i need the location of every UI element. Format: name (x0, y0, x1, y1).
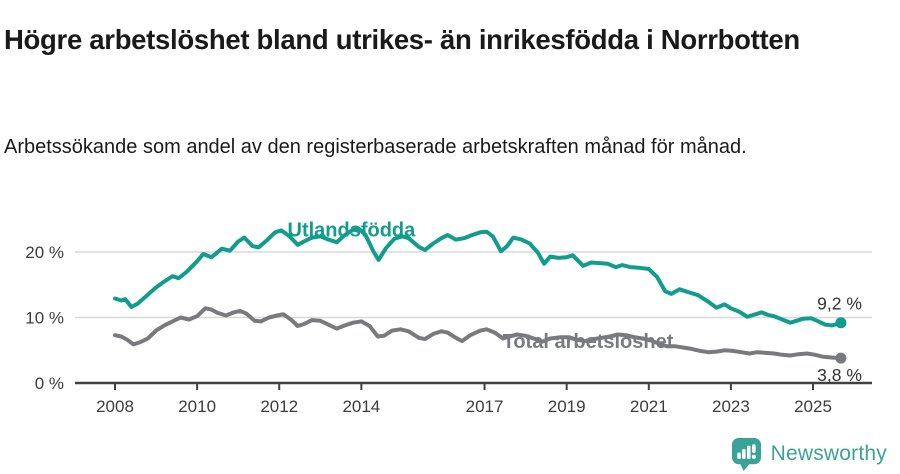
series-label-total: Total arbetslöshet (503, 331, 674, 353)
chart-subtitle: Arbetssökande som andel av den registerb… (4, 136, 747, 158)
y-axis-label-20: 20 % (25, 243, 64, 262)
series-label-utlandsfodda: Utlandsfödda (288, 219, 417, 241)
x-axis-label-2025: 2025 (794, 397, 832, 416)
page-title: Högre arbetslöshet bland utrikes- än inr… (4, 24, 800, 56)
x-axis-label-2023: 2023 (712, 397, 750, 416)
x-axis-label-2008: 2008 (96, 397, 134, 416)
series-line-utlandsfodda (113, 227, 843, 328)
newsworthy-speech-bubble-bar-chart-icon (731, 437, 761, 471)
y-axis-label-10: 10 % (25, 309, 64, 328)
y-axis-label-0: 0 % (35, 374, 64, 393)
x-axis-label-2012: 2012 (260, 397, 298, 416)
series-line-total (113, 306, 843, 361)
series-end-dot-total (835, 352, 847, 364)
series-end-dot-utlandsfodda (835, 317, 847, 329)
newsworthy-logo-text: Newsworthy (770, 442, 887, 465)
x-axis-label-2017: 2017 (466, 397, 504, 416)
x-axis-label-2019: 2019 (548, 397, 586, 416)
x-axis-label-2010: 2010 (178, 397, 216, 416)
x-axis-label-2021: 2021 (630, 397, 668, 416)
x-axis-label-2014: 2014 (342, 397, 380, 416)
unemployment-line-chart: 0 % 10 % 20 % 2008 2010 2012 2014 2017 2019 2021 2… (25, 219, 872, 416)
series-end-label-utlandsfodda: 9,2 % (817, 294, 862, 314)
series-end-label-total: 3,8 % (817, 365, 862, 385)
newsworthy-logo[interactable]: Newsworthy (730, 436, 887, 472)
